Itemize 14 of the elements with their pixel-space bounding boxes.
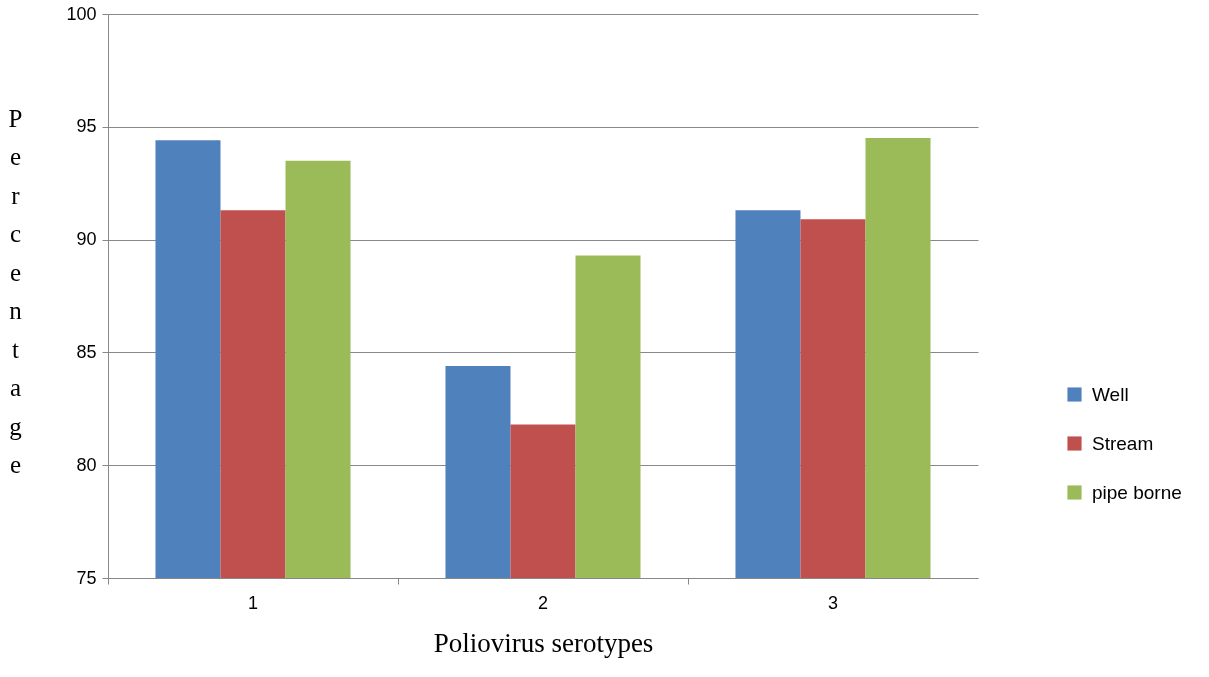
x-tick-label: 2 — [537, 592, 549, 613]
text: Percentage — [8, 104, 23, 478]
y-tick-label: 90 — [76, 229, 97, 250]
x-tick-label: 1 — [247, 592, 259, 613]
y-tick-label: 75 — [76, 567, 97, 588]
y-tick-label: 80 — [76, 454, 97, 475]
y-tick-label: 85 — [76, 341, 97, 362]
legend-label: pipe borne — [1092, 481, 1182, 503]
y-tick-label: 95 — [76, 116, 97, 137]
x-axis-title: Poliovirus serotypes — [433, 627, 654, 658]
y-tick-label: 100 — [66, 3, 97, 24]
legend-label: Stream — [1092, 432, 1154, 454]
x-tick-label: 3 — [827, 592, 839, 613]
legend-label: Well — [1092, 383, 1129, 405]
